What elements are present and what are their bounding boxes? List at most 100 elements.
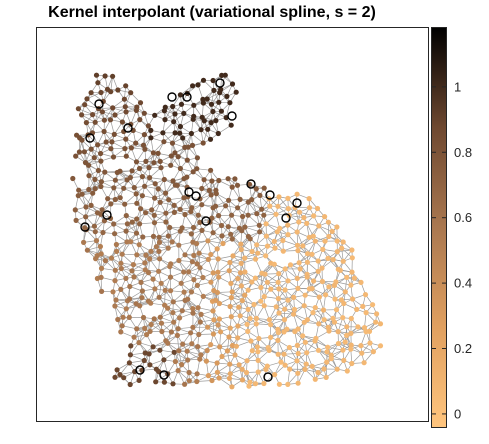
- graph-node: [197, 196, 203, 202]
- graph-node: [88, 202, 94, 208]
- graph-node: [84, 96, 90, 102]
- graph-node: [204, 96, 210, 102]
- graph-node: [261, 212, 267, 218]
- graph-node: [252, 275, 258, 281]
- graph-node: [191, 277, 197, 283]
- graph-node: [331, 319, 338, 325]
- graph-node: [102, 258, 108, 264]
- graph-node: [175, 368, 181, 374]
- graph-node: [210, 308, 216, 314]
- graph-node: [282, 362, 288, 368]
- graph-node: [195, 82, 201, 88]
- graph-node: [228, 231, 234, 237]
- highlighted-node: [184, 187, 194, 197]
- graph-node: [285, 222, 291, 228]
- graph-node: [142, 325, 148, 331]
- graph-node: [247, 236, 253, 242]
- graph-node: [157, 256, 163, 262]
- graph-node: [229, 289, 235, 295]
- graph-node: [168, 329, 174, 335]
- graph-node: [216, 316, 222, 322]
- graph-node: [199, 227, 205, 233]
- graph-node: [256, 335, 262, 342]
- graph-node: [335, 340, 341, 347]
- graph-node: [93, 72, 100, 78]
- graph-node: [349, 360, 355, 367]
- graph-node: [175, 326, 181, 332]
- graph-node: [110, 105, 116, 111]
- graph-node: [239, 297, 245, 304]
- highlighted-node: [191, 191, 201, 201]
- graph-node: [119, 119, 125, 125]
- highlighted-node: [263, 372, 273, 382]
- graph-node: [90, 190, 96, 196]
- graph-node: [166, 197, 172, 203]
- graph-node: [72, 207, 78, 213]
- graph-node: [131, 185, 137, 191]
- graph-node: [247, 315, 253, 322]
- graph-node: [133, 107, 139, 113]
- highlighted-nodes: [80, 78, 302, 382]
- graph-node: [223, 203, 229, 209]
- graph-node: [112, 374, 118, 380]
- graph-node: [81, 149, 87, 155]
- graph-node: [152, 112, 158, 118]
- graph-node: [134, 216, 140, 222]
- graph-node: [272, 245, 278, 251]
- graph-node: [254, 344, 260, 350]
- graph-node: [117, 195, 123, 201]
- graph-node: [240, 213, 246, 220]
- graph-node: [350, 296, 356, 302]
- graph-node: [214, 369, 220, 375]
- graph-node: [316, 223, 322, 229]
- graph-node: [257, 229, 263, 235]
- graph-node: [259, 206, 265, 212]
- graph-node: [97, 243, 103, 250]
- graph-node: [190, 224, 197, 231]
- graph-node: [113, 241, 119, 248]
- graph-node: [98, 179, 104, 185]
- graph-node: [276, 194, 282, 200]
- graph-node: [122, 146, 128, 152]
- graph-node: [249, 348, 255, 354]
- graph-node: [149, 207, 155, 213]
- graph-node: [107, 215, 114, 221]
- chart-title: Kernel interpolant (variational spline, …: [48, 4, 376, 21]
- graph-node: [229, 212, 235, 218]
- graph-node: [190, 83, 196, 89]
- graph-node: [302, 339, 308, 345]
- graph-node: [374, 311, 380, 317]
- graph-node: [329, 228, 335, 234]
- graph-node: [297, 266, 303, 272]
- graph-node: [91, 223, 97, 229]
- graph-node: [128, 145, 134, 151]
- graph-node: [242, 224, 248, 230]
- graph-node: [165, 245, 171, 251]
- graph-node: [324, 349, 330, 355]
- graph-node: [191, 252, 197, 258]
- graph-node: [218, 329, 224, 335]
- graph-node: [296, 209, 303, 215]
- graph-node: [236, 362, 242, 368]
- highlighted-node: [85, 133, 95, 143]
- graph-node: [208, 251, 214, 258]
- graph-node: [123, 136, 129, 142]
- graph-node: [136, 242, 142, 248]
- graph-node: [254, 242, 260, 248]
- graph-node: [306, 234, 312, 240]
- graph-node: [281, 329, 287, 335]
- graph-node: [123, 153, 129, 159]
- graph-node: [151, 316, 157, 322]
- graph-node: [216, 213, 222, 219]
- graph-node: [305, 251, 311, 257]
- graph-node: [246, 383, 252, 389]
- graph-node: [301, 319, 307, 325]
- graph-node: [205, 324, 211, 330]
- graph-node: [349, 255, 355, 261]
- graph-node: [294, 242, 301, 248]
- graph-node: [211, 87, 217, 93]
- graph-node: [225, 176, 231, 182]
- graph-node: [340, 347, 346, 353]
- highlighted-node: [281, 213, 291, 223]
- graph-node: [198, 311, 204, 317]
